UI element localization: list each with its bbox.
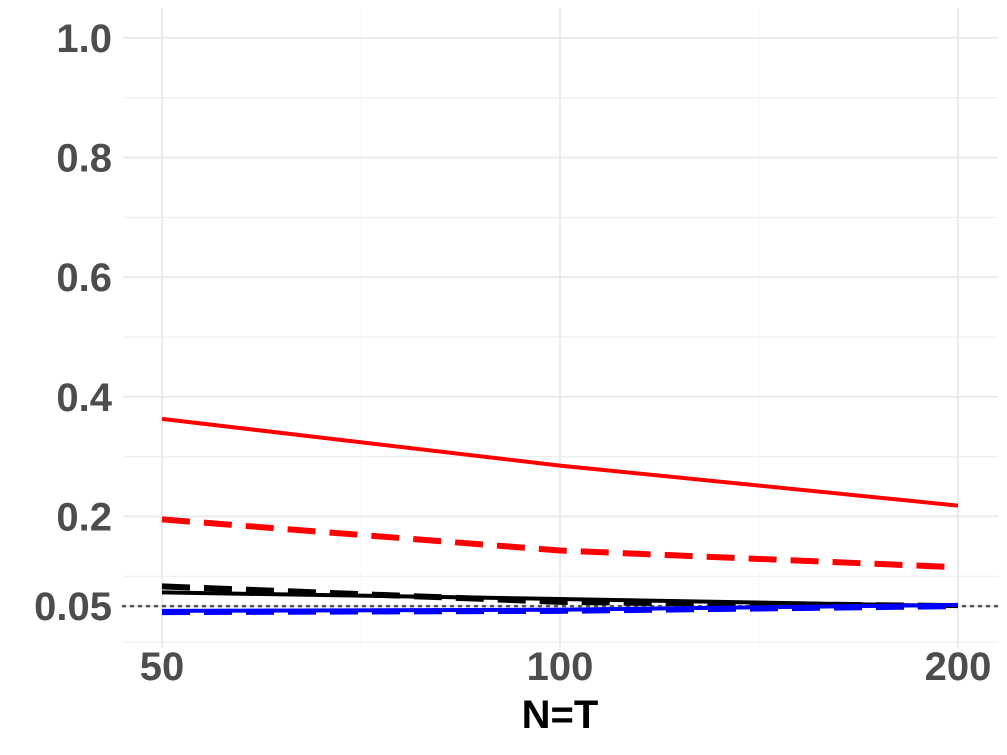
x-axis-title: N=T bbox=[522, 693, 599, 737]
series-line-5 bbox=[161, 602, 959, 613]
series-line-3 bbox=[161, 590, 959, 609]
x-tick-label-2: 200 bbox=[925, 645, 992, 689]
x-tick-label-1: 100 bbox=[527, 645, 594, 689]
series-line-1 bbox=[161, 516, 959, 571]
y-tick-label-1: 0.2 bbox=[56, 495, 112, 539]
y-tick-label-2: 0.4 bbox=[56, 376, 112, 420]
x-tick-labels: 50 100 200 bbox=[140, 645, 992, 689]
x-tick-label-0: 50 bbox=[140, 645, 185, 689]
y-tick-label-5: 1.0 bbox=[56, 17, 112, 61]
series-line-2 bbox=[161, 583, 959, 610]
y-tick-label-0: 0.05 bbox=[34, 585, 112, 629]
y-tick-label-3: 0.6 bbox=[56, 256, 112, 300]
series-line-0 bbox=[161, 416, 959, 508]
y-tick-label-4: 0.8 bbox=[56, 137, 112, 181]
series-layer bbox=[161, 416, 959, 616]
y-tick-labels: 0.05 0.2 0.4 0.6 0.8 1.0 bbox=[34, 17, 113, 629]
grid-major bbox=[123, 8, 998, 648]
